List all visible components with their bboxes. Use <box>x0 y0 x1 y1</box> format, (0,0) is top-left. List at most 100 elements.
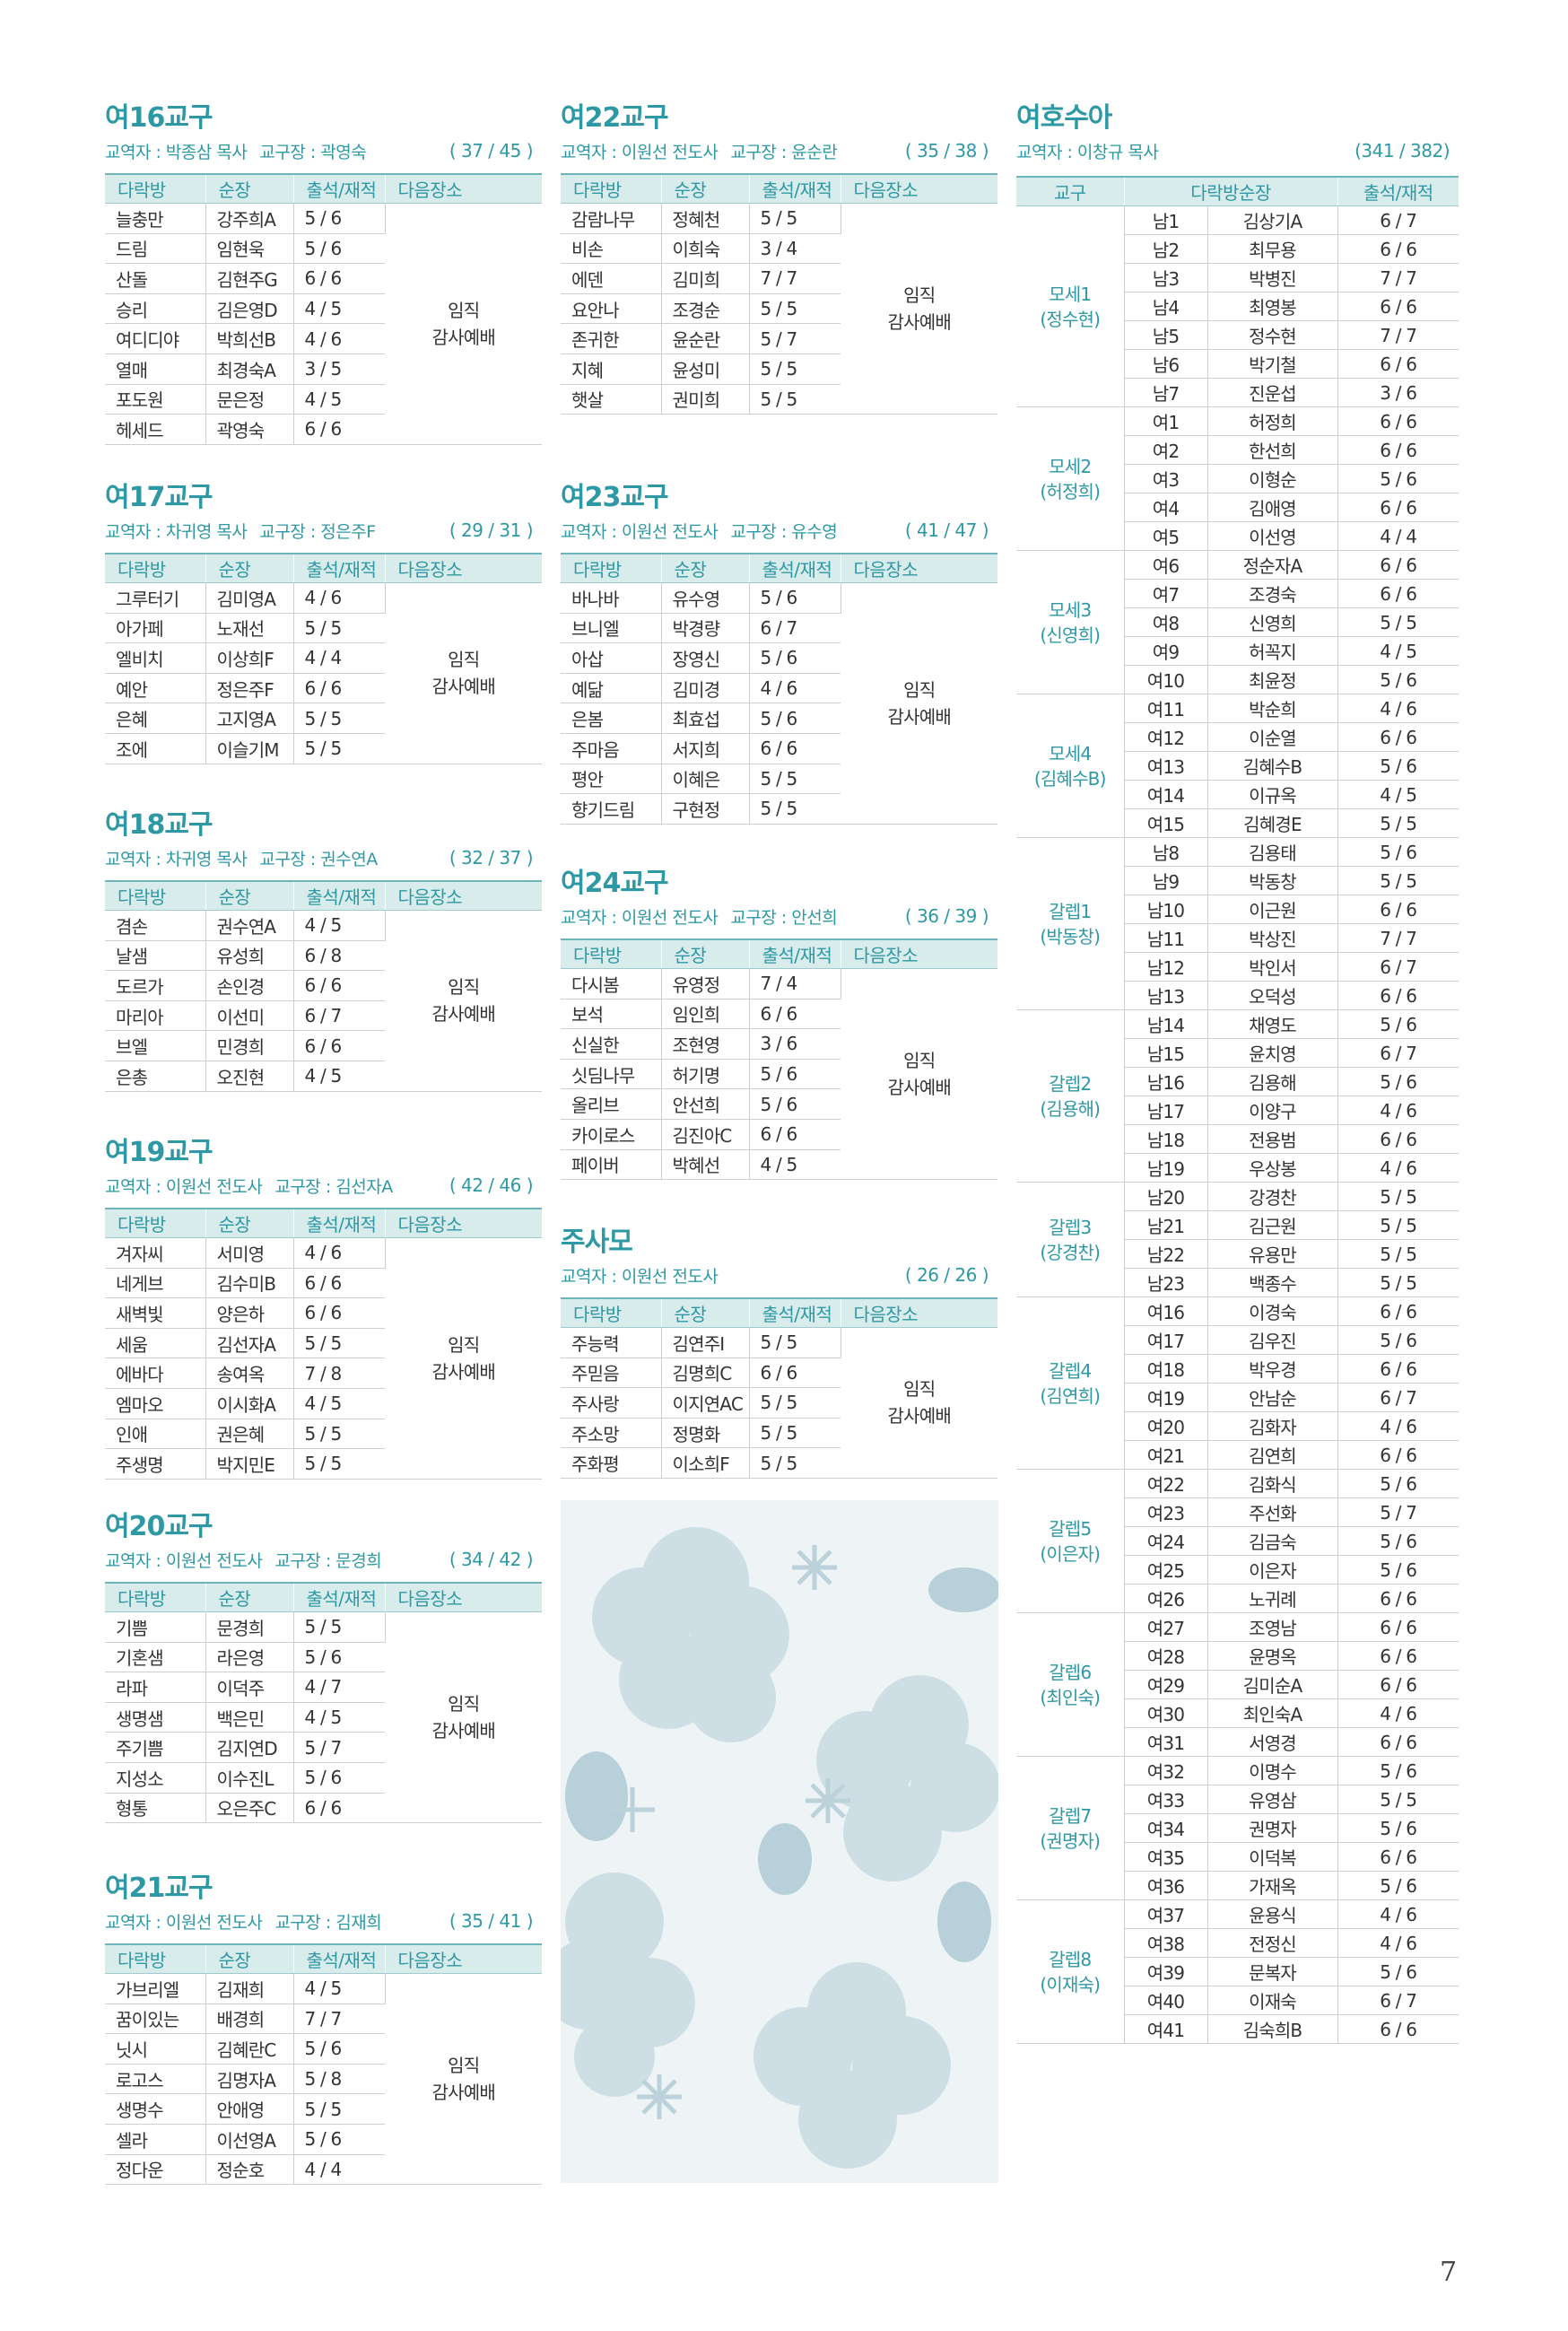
cell-attendance: 6 / 6 <box>293 1030 385 1061</box>
cell-leader: 김명자A <box>205 2064 294 2095</box>
next-place-line: 임직 <box>448 299 480 321</box>
cell-group: 생명수 <box>105 2093 206 2125</box>
cell-number: 여34 <box>1124 1813 1208 1843</box>
cell-group: 예닮 <box>561 673 662 704</box>
cell-attendance: 5 / 6 <box>293 2033 385 2065</box>
cell-leader: 이희숙 <box>661 233 750 265</box>
table-row: 에덴 김미희 7 / 7 <box>561 263 997 294</box>
joshua-section: 여호수아 교역자 : 이창규 목사 (341 / 382) 교구 다락방순장 출석/재적 모… <box>1016 100 1459 2044</box>
cell-leader: 이선영 <box>1207 521 1338 551</box>
cell-leader: 김현주G <box>205 263 294 294</box>
cell-leader: 송여옥 <box>205 1358 294 1389</box>
cell-leader: 박우경 <box>1207 1354 1338 1384</box>
cell-leader: 김근원 <box>1207 1210 1338 1240</box>
district-info: 교역자 : 이원선 전도사 교구장 : 김선자A ( 42 / 46 ) <box>105 1171 542 1200</box>
column-header: 다락방 <box>561 173 662 204</box>
column-header: 다락방 <box>561 1297 662 1328</box>
column-header: 순장 <box>661 1297 750 1328</box>
cell-leader: 정명화 <box>661 1418 750 1449</box>
cell-leader: 조경숙 <box>1207 579 1338 608</box>
group-leader: (김혜수B) <box>1033 767 1107 790</box>
cell-leader: 김우진 <box>1207 1325 1338 1355</box>
cell-number: 여26 <box>1124 1584 1208 1613</box>
staff: 교역자 : 이원선 전도사 <box>561 907 719 928</box>
table-row: 여30 최인숙A 4 / 6 <box>1016 1698 1459 1728</box>
leader: 교구장 : 김재희 <box>274 1912 382 1933</box>
cell-attendance: 6 / 6 <box>293 1297 385 1329</box>
cell-group: 꿈이있는 <box>105 2004 206 2035</box>
column-header: 출석/재적 <box>293 173 386 204</box>
table-row: 남9 박동창 5 / 5 <box>1016 866 1459 895</box>
table-row: 마리아 이선미 6 / 7 <box>105 1000 542 1032</box>
cell-leader: 이시화A <box>205 1388 294 1419</box>
cell-group: 바나바 <box>561 582 662 614</box>
table-row: 여13 김혜수B 5 / 6 <box>1016 751 1459 781</box>
table-row: 늘충만 강주희A 5 / 6 임직 감사예배 <box>105 203 542 445</box>
table-row: 여5 이선영 4 / 4 <box>1016 521 1459 551</box>
cell-attendance: 6 / 7 <box>1337 1986 1459 2015</box>
cell-group: 주마음 <box>561 733 662 764</box>
cell-leader: 서지희 <box>661 733 750 764</box>
staff: 교역자 : 이원선 전도사 <box>105 1912 263 1933</box>
column-header: 순장 <box>661 939 750 969</box>
cell-leader: 서영경 <box>1207 1727 1338 1757</box>
header-row: 다락방 순장 출석/재적 다음장소 <box>105 1208 542 1238</box>
cell-leader: 손인경 <box>205 970 294 1001</box>
table-row: 남4 최영봉 6 / 6 <box>1016 292 1459 321</box>
cell-leader: 우상봉 <box>1207 1153 1338 1183</box>
cell-group: 브엘 <box>105 1030 206 1061</box>
cell-attendance: 6 / 6 <box>1337 1124 1459 1154</box>
cell-leader: 윤순란 <box>661 323 750 354</box>
cell-attendance: 4 / 5 <box>293 293 385 325</box>
cell-attendance: 6 / 6 <box>749 1119 841 1150</box>
cell-leader: 권수연A <box>205 910 294 941</box>
table-row: 올리브 안선희 5 / 6 <box>561 1088 997 1120</box>
group-cell: 갈렙7 (권명자) <box>1016 1756 1125 1900</box>
cell-leader: 오은주C <box>205 1793 294 1824</box>
district-title: 주사모 <box>561 1227 633 1258</box>
district-section: 여20교구 교역자 : 이원선 전도사 교구장 : 문경희 ( 34 / 42 ) 다락… <box>105 1509 542 1824</box>
table-row: 남17 이양구 4 / 6 <box>1016 1096 1459 1125</box>
cell-attendance: 6 / 6 <box>749 733 841 764</box>
cell-group: 브니엘 <box>561 613 662 644</box>
table-row: 헤세드 곽영숙 6 / 6 <box>105 414 542 445</box>
table-row: 평안 이혜은 5 / 5 <box>561 764 997 795</box>
cell-leader: 윤용식 <box>1207 1899 1338 1929</box>
cell-leader: 안남순 <box>1207 1383 1338 1412</box>
table-row: 여26 노귀례 6 / 6 <box>1016 1584 1459 1613</box>
cell-leader: 이재숙 <box>1207 1986 1338 2015</box>
cell-leader: 문경희 <box>205 1611 294 1643</box>
cell-attendance: 4 / 5 <box>293 1388 385 1419</box>
cell-attendance: 6 / 7 <box>1337 205 1459 235</box>
cell-leader: 김진아C <box>661 1119 750 1150</box>
cell-group: 주능력 <box>561 1327 662 1358</box>
table-row: 주마음 서지희 6 / 6 <box>561 733 997 764</box>
table-row: 남15 윤치영 6 / 7 <box>1016 1038 1459 1068</box>
cell-attendance: 6 / 6 <box>1337 550 1459 580</box>
table-row: 남21 김근원 5 / 5 <box>1016 1210 1459 1240</box>
attendance-total: ( 36 / 39 ) <box>904 905 989 927</box>
table-row: 카이로스 김진아C 6 / 6 <box>561 1119 997 1150</box>
next-place-line: 감사예배 <box>431 1360 496 1383</box>
column-header: 순장 <box>661 553 750 583</box>
group-leader: (이재숙) <box>1040 1973 1101 1995</box>
table-row: 주사랑 이지연AC 5 / 5 <box>561 1387 997 1419</box>
cell-leader: 백종수 <box>1207 1268 1338 1297</box>
column-header: 다락방 <box>105 1208 206 1238</box>
cell-number: 여25 <box>1124 1555 1208 1585</box>
table-row: 신실한 조현영 3 / 6 <box>561 1028 997 1060</box>
page-number: 7 <box>1440 2257 1458 2288</box>
column-header: 다음장소 <box>385 1582 542 1612</box>
cell-number: 여21 <box>1124 1440 1208 1470</box>
cell-attendance: 5 / 6 <box>1337 1871 1459 1900</box>
cell-attendance: 5 / 5 <box>1337 808 1459 838</box>
cell-number: 남2 <box>1124 234 1208 264</box>
table-row: 갈렙4 (김연희) 여16 이경숙 6 / 6 <box>1016 1296 1459 1470</box>
cell-leader: 이선영A <box>205 2124 294 2155</box>
cell-attendance: 5 / 5 <box>1337 866 1459 895</box>
cell-attendance: 6 / 7 <box>1337 1383 1459 1412</box>
cell-leader: 박혜선 <box>661 1149 750 1181</box>
cell-attendance: 5 / 5 <box>749 293 841 325</box>
cell-group: 주생명 <box>105 1448 206 1480</box>
cell-leader: 정순호 <box>205 2154 294 2186</box>
